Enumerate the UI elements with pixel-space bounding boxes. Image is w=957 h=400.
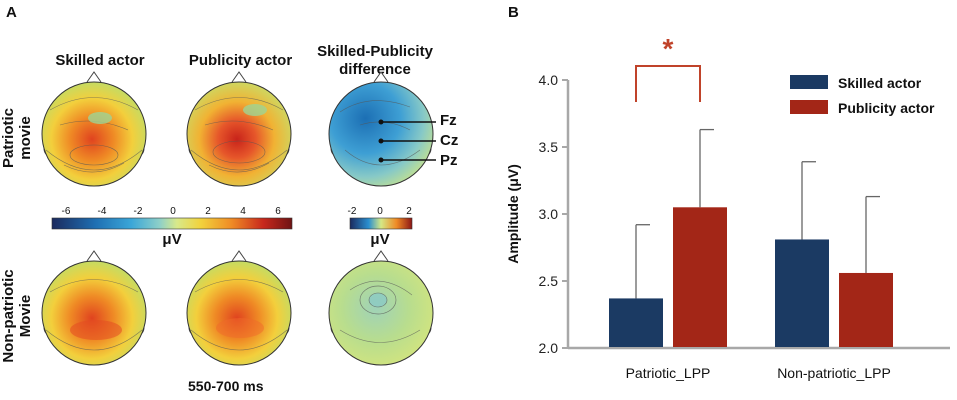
topomap-difference-nonpatriotic	[328, 250, 434, 366]
scale-tick: -2	[133, 206, 143, 217]
y-tick-label: 4.0	[539, 72, 559, 88]
y-tick-label: 3.0	[539, 206, 559, 222]
electrode-label-pz: Pz	[440, 152, 458, 169]
significance-asterisk: *	[663, 33, 674, 64]
legend-label-skilled: Skilled actor	[838, 75, 922, 91]
legend-swatch-publicity	[790, 100, 828, 114]
colorbar-difference	[349, 217, 413, 230]
y-axis-title: Amplitude (μV)	[505, 164, 521, 264]
scale-tick: -2	[347, 206, 357, 217]
scale-unit-main: μV	[162, 231, 182, 248]
col-title-publicity: Publicity actor	[188, 52, 293, 69]
significance-bracket	[635, 65, 701, 102]
x-category-label: Patriotic_LPP	[626, 365, 711, 381]
y-tick-label: 2.0	[539, 340, 559, 356]
scale-tick: -6	[61, 206, 71, 217]
y-tick-label: 3.5	[539, 139, 559, 155]
scale-tick: 0	[170, 206, 176, 217]
bar-skilled	[775, 239, 829, 347]
col-title-skilled: Skilled actor	[55, 52, 145, 69]
scale-tick: 0	[377, 206, 383, 217]
scale-tick: 6	[275, 206, 281, 217]
legend-label-publicity: Publicity actor	[838, 100, 935, 116]
scale-unit-difference: μV	[370, 231, 390, 248]
bar-chart: 2.0 2.5 3.0 3.5 4.0 Amplitude (μV) Patriotic_L…	[505, 33, 950, 381]
topomap-publicity-nonpatriotic	[186, 250, 292, 366]
legend-swatch-skilled	[790, 75, 828, 89]
bar-skilled	[609, 298, 663, 347]
scale-tick: 2	[205, 206, 211, 217]
electrode-label-fz: Fz	[440, 112, 457, 129]
scale-tick: -4	[97, 206, 107, 217]
topomap-skilled-patriotic	[41, 71, 147, 187]
x-category-label: Non-patriotic_LPP	[777, 365, 891, 381]
panel-b-letter: B	[508, 4, 519, 21]
electrode-label-cz: Cz	[440, 132, 459, 149]
bar-publicity	[839, 272, 893, 347]
topomap-difference-patriotic	[328, 71, 436, 187]
scale-tick: 2	[406, 206, 412, 217]
bar-publicity	[673, 207, 727, 347]
topomap-grid	[41, 71, 436, 366]
y-tick-label: 2.5	[539, 273, 559, 289]
topomap-skilled-nonpatriotic	[41, 250, 147, 366]
panel-a-letter: A	[6, 4, 17, 21]
col-title-difference: Skilled-Publicity difference	[317, 43, 433, 78]
colorbar-main	[51, 217, 293, 230]
topomap-publicity-patriotic	[186, 71, 292, 187]
time-window-label: 550-700 ms	[188, 378, 264, 394]
scale-tick: 4	[240, 206, 246, 217]
